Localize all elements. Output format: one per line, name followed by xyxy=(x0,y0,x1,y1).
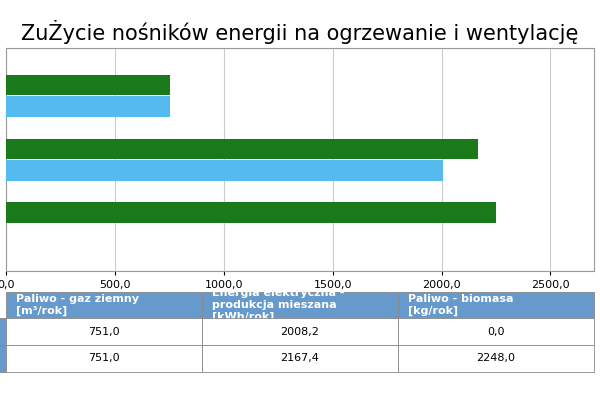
Bar xyxy=(6,75,170,95)
Bar xyxy=(6,138,478,159)
Bar xyxy=(6,160,443,181)
Bar xyxy=(6,202,496,223)
Bar xyxy=(6,96,170,117)
Text: ZuŻycie nośników energii na ogrzewanie i wentylację: ZuŻycie nośników energii na ogrzewanie i… xyxy=(22,20,578,44)
